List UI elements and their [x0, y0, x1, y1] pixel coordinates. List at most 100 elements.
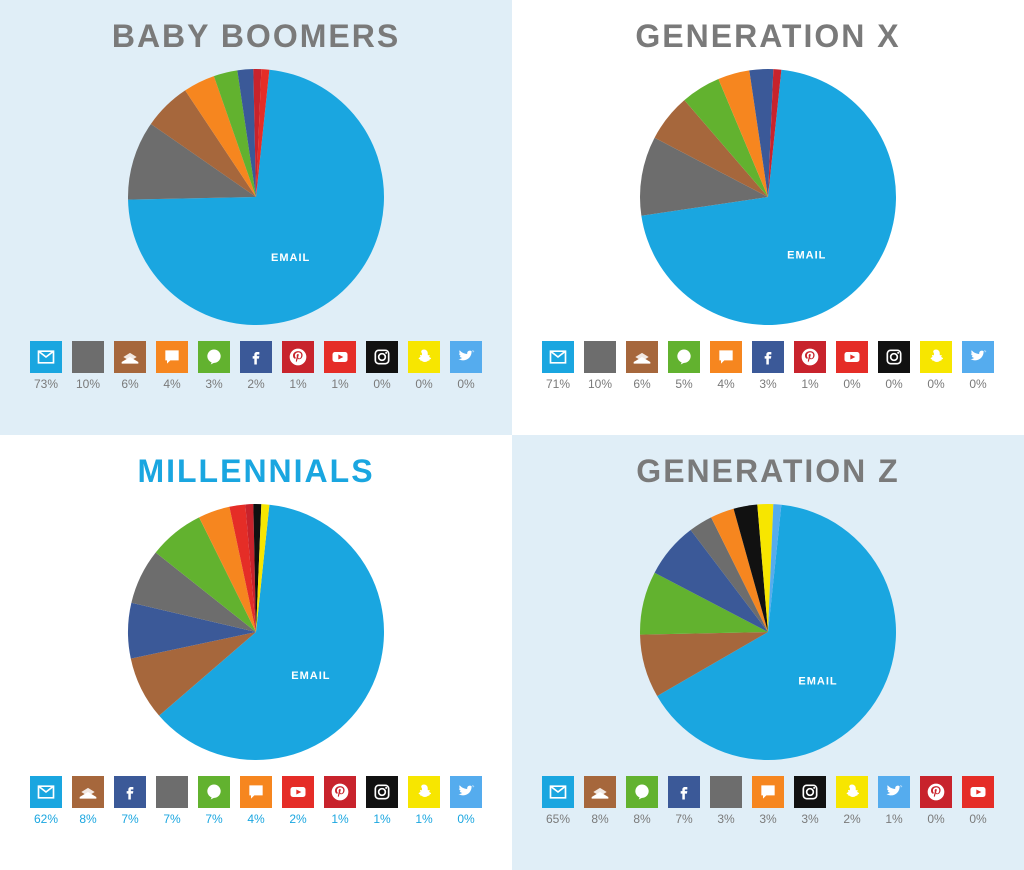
legend-item-instagram: 0% — [877, 341, 911, 391]
legend-item-email: 62% — [29, 776, 63, 826]
legend-pct-mail: 8% — [79, 812, 96, 826]
panel-millennials: MILLENNIALS EMAIL 62% 8% 7% 7% 7% 4% 2% … — [0, 435, 512, 870]
legend-item-facebook: 7% — [667, 776, 701, 826]
legend-pct-instagram: 0% — [885, 377, 902, 391]
legend-item-chat: 4% — [155, 341, 189, 391]
legend-item-mail: 6% — [113, 341, 147, 391]
legend-pct-chat: 3% — [759, 812, 776, 826]
legend-pct-mail: 6% — [121, 377, 138, 391]
legend-item-snapchat: 0% — [919, 341, 953, 391]
legend-pct-email: 73% — [34, 377, 58, 391]
legend-item-snapchat: 1% — [407, 776, 441, 826]
legend-pct-sms: 7% — [163, 812, 180, 826]
sms-icon — [156, 776, 188, 808]
chat-icon — [156, 341, 188, 373]
mail-icon — [584, 776, 616, 808]
snapchat-icon — [408, 776, 440, 808]
panel-title: MILLENNIALS — [137, 453, 374, 490]
instagram-icon — [366, 776, 398, 808]
legend-pct-youtube: 0% — [843, 377, 860, 391]
legend-pct-pinterest: 1% — [289, 377, 306, 391]
snapchat-icon — [920, 341, 952, 373]
panel-title: GENERATION Z — [636, 453, 899, 490]
snapchat-icon — [408, 341, 440, 373]
legend-item-sms: 7% — [155, 776, 189, 826]
legend-pct-twitter: 0% — [969, 377, 986, 391]
legend-item-instagram: 1% — [365, 776, 399, 826]
legend-pct-email: 71% — [546, 377, 570, 391]
pie-slice-label: EMAIL — [271, 252, 310, 264]
pie-slice-label: EMAIL — [787, 250, 826, 262]
twitter-icon — [450, 776, 482, 808]
instagram-icon — [366, 341, 398, 373]
legend-item-instagram: 3% — [793, 776, 827, 826]
mail-icon — [72, 776, 104, 808]
facebook-icon — [668, 776, 700, 808]
twitter-icon — [450, 341, 482, 373]
legend-pct-chat: 4% — [717, 377, 734, 391]
legend-item-messenger: 7% — [197, 776, 231, 826]
messenger-icon — [198, 776, 230, 808]
legend-item-instagram: 0% — [365, 341, 399, 391]
legend-pct-facebook: 2% — [247, 377, 264, 391]
youtube-icon — [324, 341, 356, 373]
legend-item-facebook: 7% — [113, 776, 147, 826]
legend-pct-chat: 4% — [163, 377, 180, 391]
legend-item-mail: 8% — [71, 776, 105, 826]
pinterest-icon — [920, 776, 952, 808]
legend-item-twitter: 0% — [961, 341, 995, 391]
legend-item-messenger: 3% — [197, 341, 231, 391]
legend-item-mail: 6% — [625, 341, 659, 391]
pie-chart: EMAIL — [126, 67, 386, 327]
pinterest-icon — [794, 341, 826, 373]
pie-chart: EMAIL — [638, 67, 898, 327]
email-icon — [30, 341, 62, 373]
legend-pct-youtube: 0% — [969, 812, 986, 826]
legend-item-sms: 10% — [71, 341, 105, 391]
panel-generation-x: GENERATION X EMAIL 71% 10% 6% 5% 4% 3% 1… — [512, 0, 1024, 435]
legend-pct-snapchat: 1% — [415, 812, 432, 826]
legend-item-chat: 3% — [751, 776, 785, 826]
legend-pct-pinterest: 1% — [801, 377, 818, 391]
pinterest-icon — [282, 341, 314, 373]
legend-item-twitter: 0% — [449, 341, 483, 391]
legend-item-messenger: 8% — [625, 776, 659, 826]
legend-item-youtube: 1% — [323, 341, 357, 391]
pie-chart: EMAIL — [126, 502, 386, 762]
instagram-icon — [794, 776, 826, 808]
sms-icon — [584, 341, 616, 373]
youtube-icon — [282, 776, 314, 808]
legend-item-youtube: 2% — [281, 776, 315, 826]
legend-pct-messenger: 8% — [633, 812, 650, 826]
legend-pct-messenger: 5% — [675, 377, 692, 391]
mail-icon — [114, 341, 146, 373]
messenger-icon — [626, 776, 658, 808]
legend: 62% 8% 7% 7% 7% 4% 2% 1% 1% 1% — [20, 776, 492, 826]
sms-icon — [72, 341, 104, 373]
legend-item-twitter: 0% — [449, 776, 483, 826]
legend-pct-instagram: 1% — [373, 812, 390, 826]
legend-pct-mail: 6% — [633, 377, 650, 391]
legend-pct-email: 62% — [34, 812, 58, 826]
legend-item-email: 71% — [541, 341, 575, 391]
legend-pct-chat: 4% — [247, 812, 264, 826]
legend-item-pinterest: 1% — [281, 341, 315, 391]
legend-item-pinterest: 1% — [323, 776, 357, 826]
pie-slice-label: EMAIL — [291, 670, 330, 682]
legend-pct-snapchat: 2% — [843, 812, 860, 826]
legend-pct-sms: 10% — [588, 377, 612, 391]
sms-icon — [710, 776, 742, 808]
messenger-icon — [668, 341, 700, 373]
legend-pct-pinterest: 1% — [331, 812, 348, 826]
legend-pct-facebook: 7% — [121, 812, 138, 826]
legend-pct-sms: 3% — [717, 812, 734, 826]
facebook-icon — [752, 341, 784, 373]
messenger-icon — [198, 341, 230, 373]
legend-pct-twitter: 1% — [885, 812, 902, 826]
facebook-icon — [240, 341, 272, 373]
facebook-icon — [114, 776, 146, 808]
legend-item-messenger: 5% — [667, 341, 701, 391]
youtube-icon — [962, 776, 994, 808]
legend-item-sms: 10% — [583, 341, 617, 391]
legend-pct-pinterest: 0% — [927, 812, 944, 826]
